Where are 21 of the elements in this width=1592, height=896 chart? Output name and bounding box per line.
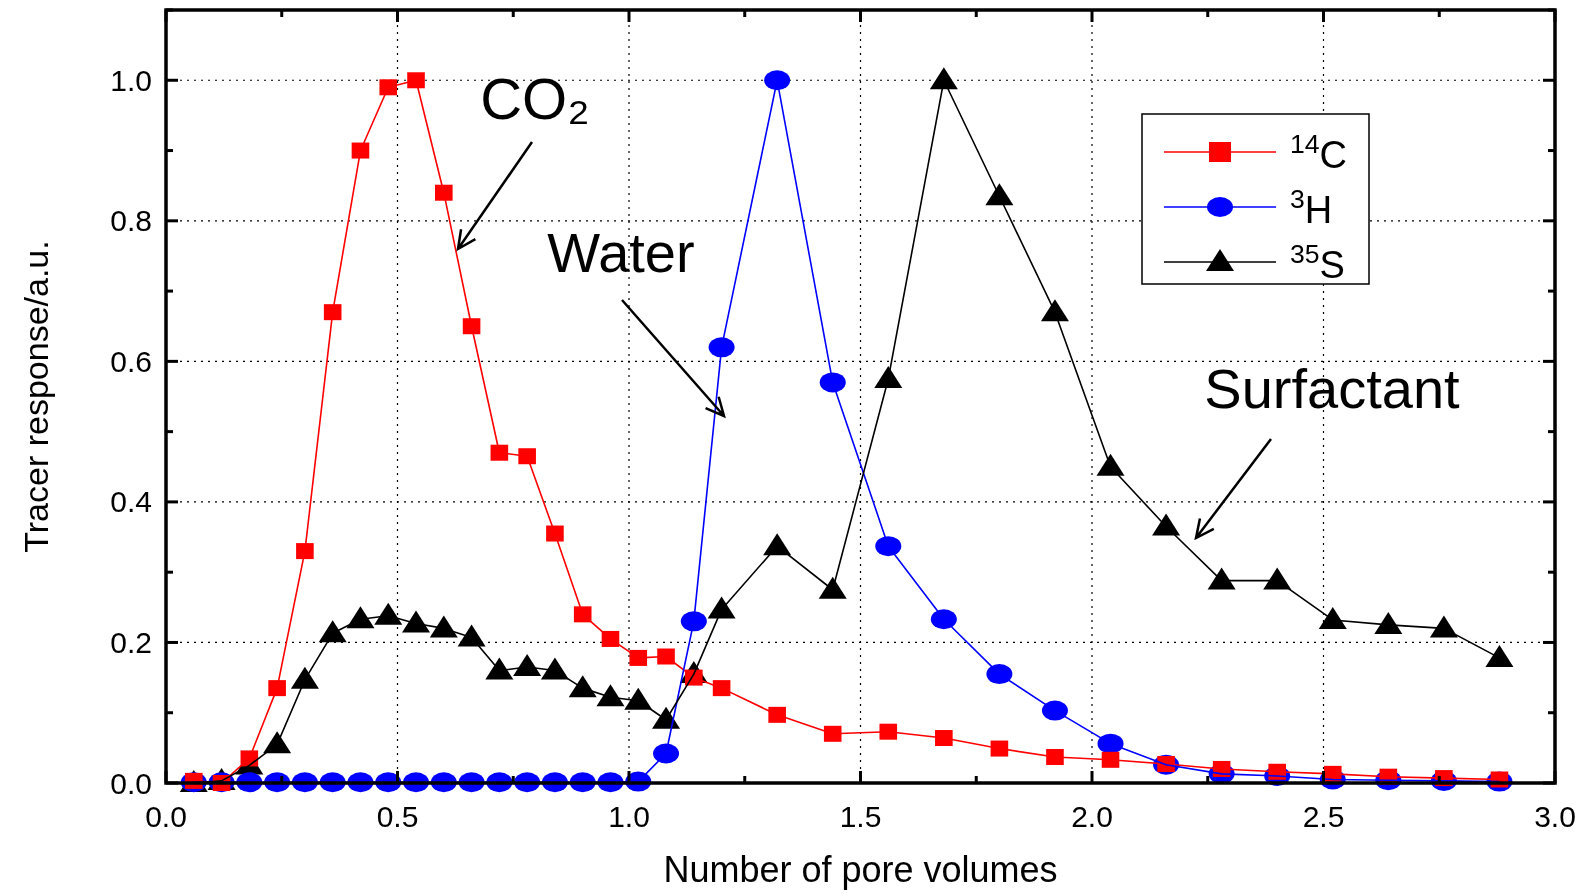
y-tick-label: 0.0 bbox=[110, 766, 152, 800]
y-tick-label: 0.2 bbox=[110, 625, 152, 659]
x-tick-label: 1.0 bbox=[608, 800, 650, 833]
y-tick-label: 0.8 bbox=[110, 204, 152, 238]
y-tick-label: 0.6 bbox=[110, 344, 152, 378]
x-tick-label: 2.0 bbox=[1071, 800, 1113, 833]
x-tick-label: 2.5 bbox=[1302, 800, 1345, 833]
y-tick-label: 0.4 bbox=[110, 485, 152, 519]
x-tick-label: 1.5 bbox=[839, 800, 882, 833]
annotation: Surfactant bbox=[1204, 357, 1461, 420]
x-tick-label: 3.0 bbox=[1534, 800, 1576, 833]
y-tick-label: 1.0 bbox=[110, 63, 152, 97]
x-tick-label: 0.5 bbox=[376, 800, 419, 833]
legend-label: $^{14}$C bbox=[1290, 129, 1348, 176]
x-tick-label: 0.0 bbox=[145, 800, 187, 833]
legend-label: $^{35}$S bbox=[1290, 239, 1345, 286]
y-axis-title: Tracer response/a.u. bbox=[17, 240, 55, 553]
legend-label: $^{3}$H bbox=[1290, 184, 1333, 231]
annotation: CO₂ bbox=[480, 66, 590, 131]
annotation: Water bbox=[547, 221, 695, 284]
x-axis-title: Number of pore volumes bbox=[663, 849, 1058, 890]
